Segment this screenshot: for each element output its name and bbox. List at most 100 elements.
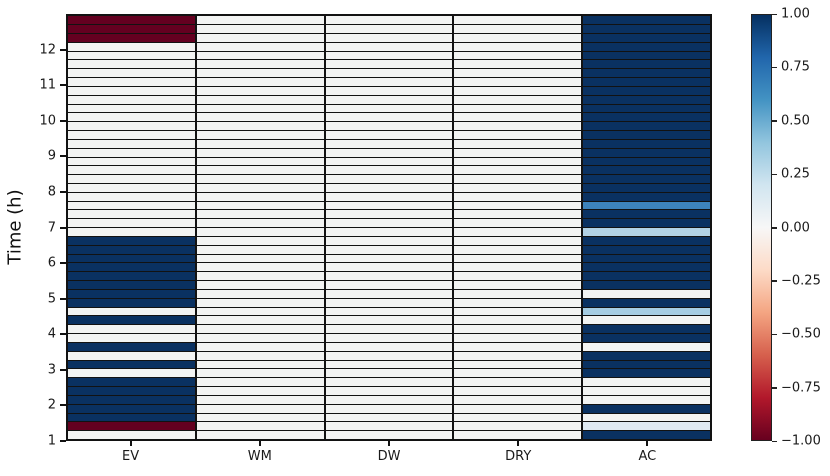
heatmap-cell [325, 94, 453, 104]
heatmap-cell [196, 262, 324, 272]
heatmap-cell [454, 403, 582, 413]
heatmap-cell [454, 412, 582, 422]
heatmap-cell [583, 174, 710, 183]
heatmap-cell [454, 16, 582, 25]
colorbar-tick-mark [772, 66, 777, 69]
heatmap-cell [196, 288, 324, 298]
heatmap-cell [68, 315, 195, 325]
heatmap-cell [583, 165, 710, 175]
heatmap-cell [454, 103, 582, 113]
heatmap-column-wm [194, 16, 324, 439]
heatmap-cell [325, 271, 453, 281]
heatmap-cell [583, 103, 710, 113]
colorbar-tick-mark [772, 227, 777, 229]
heatmap-cell [68, 333, 195, 342]
x-tick-mark [646, 441, 649, 446]
heatmap-cell [68, 182, 195, 192]
heatmap-cell [196, 191, 324, 201]
heatmap-cell [68, 359, 195, 369]
heatmap-cell [583, 333, 710, 342]
heatmap-cell [196, 112, 324, 122]
heatmap-cell [196, 280, 324, 289]
heatmap-cell [196, 174, 324, 183]
heatmap-cell [454, 324, 582, 334]
heatmap-cell [196, 430, 324, 439]
heatmap-cell [583, 271, 710, 281]
heatmap-cell [196, 306, 324, 316]
heatmap-cell [196, 386, 324, 395]
colorbar-tick-mark [772, 13, 777, 15]
heatmap-cell [68, 191, 195, 201]
heatmap-cell [325, 333, 453, 342]
heatmap-cell [325, 227, 453, 236]
colorbar-tick-mark [772, 387, 777, 389]
y-tick-mark [60, 297, 66, 300]
heatmap-cell [583, 138, 710, 148]
heatmap-cell [325, 182, 453, 192]
heatmap-cell [68, 341, 195, 351]
heatmap-cell [68, 235, 195, 245]
colorbar-tick-label: 0.50 [781, 113, 810, 129]
heatmap-cell [454, 209, 582, 219]
heatmap-cell [325, 209, 453, 219]
heatmap-cell [196, 182, 324, 192]
heatmap-cell [196, 130, 324, 139]
y-tick-label: 5 [47, 291, 56, 307]
heatmap-cell [454, 41, 582, 51]
heatmap-cell [325, 77, 453, 86]
y-tick-mark [60, 48, 66, 51]
heatmap-cell [196, 209, 324, 219]
heatmap-cell [68, 288, 195, 298]
heatmap-cell [454, 359, 582, 369]
heatmap-cell [325, 130, 453, 139]
heatmap-cell [325, 430, 453, 439]
heatmap-cell [454, 421, 582, 431]
heatmap-cell [68, 403, 195, 413]
heatmap-cell [454, 130, 582, 139]
heatmap-cell [68, 85, 195, 95]
heatmap-cell [454, 147, 582, 157]
y-tick-label: 7 [47, 220, 56, 235]
heatmap-cell [583, 94, 710, 104]
heatmap-cell [196, 103, 324, 113]
heatmap-cell [454, 32, 582, 42]
y-tick-mark [60, 155, 66, 158]
heatmap-cell [325, 280, 453, 289]
heatmap-cell [325, 32, 453, 42]
heatmap-cell [325, 147, 453, 157]
heatmap-cell [325, 165, 453, 175]
heatmap-cell [68, 209, 195, 219]
heatmap-cell [196, 85, 324, 95]
heatmap-cell [68, 147, 195, 157]
y-tick-label: 8 [47, 184, 56, 200]
heatmap-cell [454, 218, 582, 228]
heatmap-cell [325, 368, 453, 378]
heatmap-cell [454, 315, 582, 325]
colorbar-tick-label: −0.50 [781, 326, 821, 342]
heatmap-cell [68, 24, 195, 33]
heatmap-cell [325, 121, 453, 131]
heatmap-cell [196, 297, 324, 307]
heatmap-cell [325, 359, 453, 369]
heatmap-cell [583, 218, 710, 228]
heatmap-cell [325, 200, 453, 210]
heatmap-cell [454, 24, 582, 33]
heatmap-cell [196, 200, 324, 210]
heatmap-cell [196, 227, 324, 236]
heatmap-cell [454, 377, 582, 387]
heatmap-cell [325, 315, 453, 325]
heatmap-cell [325, 412, 453, 422]
heatmap-cell [196, 244, 324, 254]
heatmap-cell [583, 412, 710, 422]
x-tick-label-ev: EV [122, 449, 140, 464]
colorbar-tick-label: 0.00 [781, 220, 810, 235]
heatmap-cell [196, 41, 324, 51]
x-tick-mark [388, 441, 390, 446]
heatmap-cell [454, 297, 582, 307]
y-tick-label: 9 [47, 148, 56, 164]
heatmap-cell [325, 24, 453, 33]
heatmap-cell [68, 32, 195, 42]
heatmap-cell [68, 262, 195, 272]
heatmap-cell [325, 288, 453, 298]
y-tick-label: 6 [47, 255, 56, 271]
